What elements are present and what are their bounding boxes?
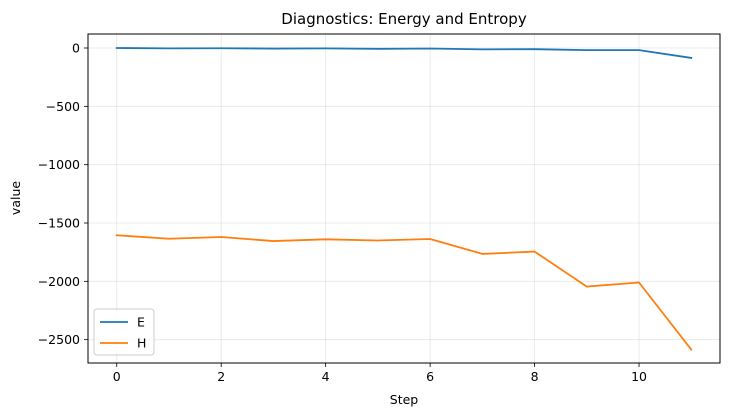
y-tick-label: −2000 [38,274,80,289]
plot-frame [87,33,721,364]
y-tick-label: −1000 [38,157,80,172]
legend-label-e: E [137,315,145,330]
x-tick-label: 10 [631,369,647,384]
tick-layer: 0 2 4 6 8 10 0 −500 −1000 −1500 −2000 −2500 [38,41,647,385]
y-tick-label: 0 [72,41,80,56]
x-tick-label: 6 [426,369,434,384]
y-tick-label: −2500 [38,332,80,347]
series-layer [115,47,693,351]
legend: E H [93,308,155,356]
x-tick-label: 2 [217,369,225,384]
y-axis-label: value [8,181,23,215]
series-line-h [115,234,693,351]
grid-layer [88,34,720,363]
y-tick-label: −500 [46,99,80,114]
series-line-e [115,47,693,59]
chart-title: Diagnostics: Energy and Entropy [281,10,527,28]
y-tick-label: −1500 [38,216,80,231]
legend-label-h: H [137,336,146,351]
x-axis-label: Step [390,392,419,407]
x-tick-label: 4 [322,369,330,384]
x-tick-label: 8 [531,369,539,384]
x-tick-label: 0 [113,369,121,384]
